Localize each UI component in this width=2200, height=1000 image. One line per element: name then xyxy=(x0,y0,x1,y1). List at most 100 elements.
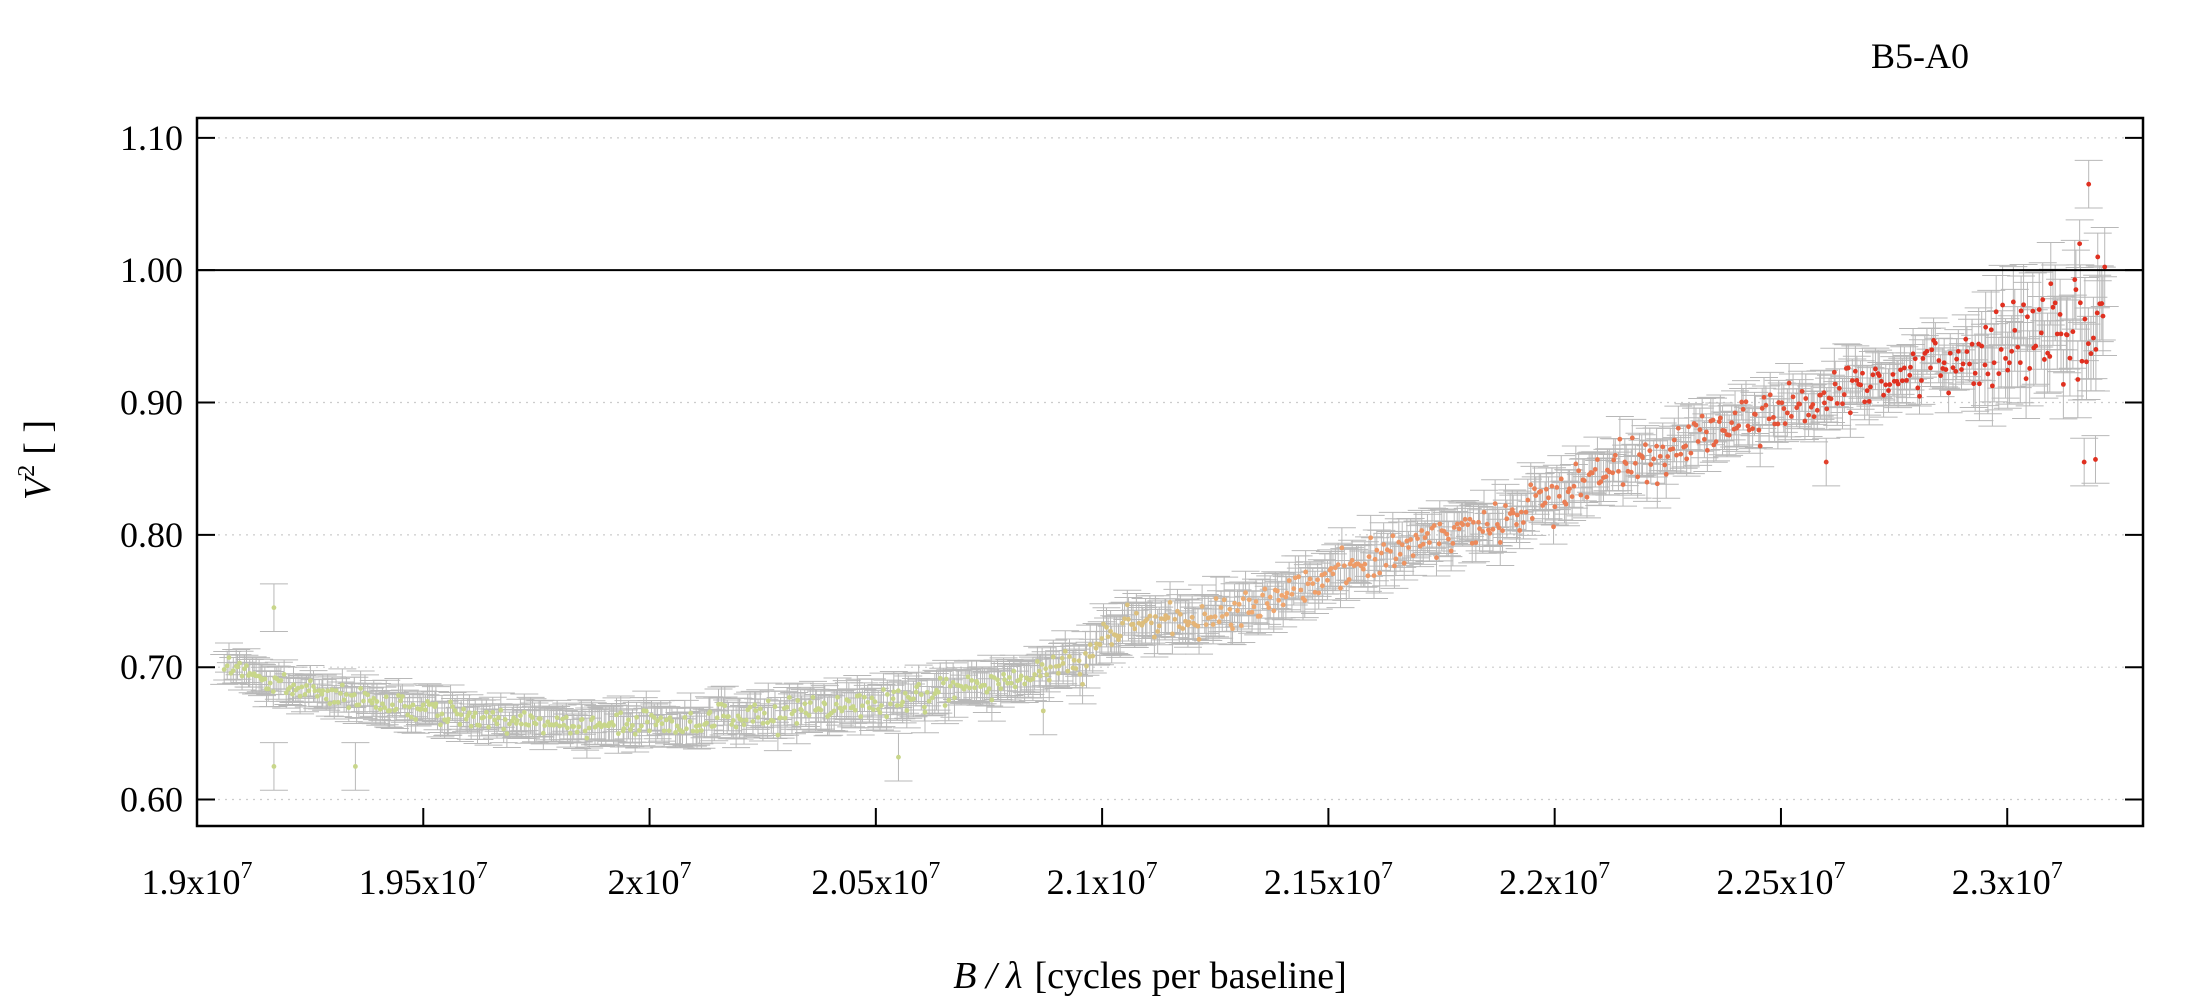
data-point xyxy=(982,682,987,688)
data-point xyxy=(950,679,956,685)
data-point xyxy=(1799,388,1805,394)
data-point xyxy=(1567,486,1572,492)
data-point xyxy=(448,699,453,705)
data-point xyxy=(1803,396,1809,401)
data-point xyxy=(1397,551,1403,557)
data-point xyxy=(1422,535,1428,541)
data-point xyxy=(563,714,569,720)
data-point xyxy=(902,690,908,696)
data-point xyxy=(576,724,582,730)
data-point xyxy=(312,688,318,694)
data-point xyxy=(468,723,474,729)
data-point xyxy=(2005,367,2011,373)
data-point xyxy=(496,715,501,720)
x-tick-label: 2.15x107 xyxy=(1264,858,1393,902)
data-point xyxy=(1729,420,1735,426)
data-point xyxy=(1005,680,1010,686)
y-tick-label: 0.80 xyxy=(120,515,183,555)
data-point xyxy=(1165,615,1171,621)
data-point xyxy=(1953,368,1959,374)
data-point xyxy=(1963,336,1969,342)
data-point xyxy=(1847,410,1853,416)
data-point xyxy=(1523,509,1529,515)
data-point xyxy=(1941,360,1947,366)
data-point xyxy=(2093,346,2099,352)
data-point xyxy=(1454,521,1460,527)
data-point xyxy=(1257,613,1263,619)
data-point xyxy=(1396,539,1402,545)
data-point xyxy=(1635,474,1641,480)
data-point xyxy=(911,696,916,702)
data-point xyxy=(1172,616,1178,622)
data-point xyxy=(1683,443,1689,449)
data-point xyxy=(1794,405,1800,411)
data-point xyxy=(461,706,466,712)
data-point xyxy=(644,719,650,725)
data-point xyxy=(833,701,839,707)
data-point xyxy=(1393,556,1399,562)
data-point xyxy=(935,689,941,695)
data-point xyxy=(351,692,357,698)
data-point xyxy=(1558,476,1564,482)
data-point xyxy=(1654,481,1660,487)
data-point xyxy=(1870,372,1876,378)
data-point xyxy=(287,685,293,690)
data-point xyxy=(755,715,761,720)
data-point xyxy=(1219,614,1225,619)
data-point xyxy=(1617,436,1623,442)
data-point xyxy=(1371,573,1377,579)
data-point xyxy=(224,663,230,669)
y-tick-label: 0.60 xyxy=(120,780,183,820)
data-point xyxy=(659,721,665,727)
data-point xyxy=(784,704,790,710)
data-point xyxy=(1868,384,1873,390)
data-point xyxy=(750,719,756,724)
data-point xyxy=(1549,483,1555,489)
data-point xyxy=(1704,447,1710,453)
data-point xyxy=(1563,501,1569,507)
data-point xyxy=(1917,393,1922,399)
data-point xyxy=(2010,299,2016,305)
data-point xyxy=(382,705,388,711)
data-point xyxy=(1592,466,1598,472)
data-point xyxy=(413,717,419,722)
data-point xyxy=(969,678,975,683)
data-point xyxy=(458,712,464,718)
data-point xyxy=(1529,516,1535,521)
data-point xyxy=(632,731,638,737)
data-point xyxy=(486,724,491,730)
data-point xyxy=(1969,341,1975,347)
data-point xyxy=(2094,310,2100,316)
data-point xyxy=(722,703,728,709)
data-point xyxy=(761,710,767,716)
data-point xyxy=(859,703,865,709)
data-point xyxy=(1767,392,1773,398)
data-point xyxy=(295,685,301,691)
data-point xyxy=(1264,601,1270,606)
data-point xyxy=(1090,653,1096,659)
data-point xyxy=(1821,390,1827,396)
data-point xyxy=(1341,563,1347,569)
data-point xyxy=(1365,573,1371,579)
data-point xyxy=(687,719,693,725)
data-point xyxy=(1156,623,1162,629)
data-point xyxy=(597,720,603,726)
data-point xyxy=(1286,578,1292,583)
data-point xyxy=(858,714,864,719)
data-point xyxy=(323,696,329,702)
data-point xyxy=(782,715,788,721)
data-point xyxy=(1759,405,1765,411)
data-point xyxy=(896,754,901,760)
data-point xyxy=(1950,365,1956,371)
data-point xyxy=(1060,660,1066,666)
data-point xyxy=(1852,368,1858,374)
data-point xyxy=(501,726,507,732)
data-point xyxy=(772,704,778,710)
data-point xyxy=(1756,427,1762,433)
data-point xyxy=(614,712,619,718)
data-point xyxy=(1456,526,1462,532)
data-point xyxy=(518,721,524,727)
data-point xyxy=(1262,586,1268,592)
data-point xyxy=(377,706,383,712)
data-point xyxy=(1158,616,1164,622)
